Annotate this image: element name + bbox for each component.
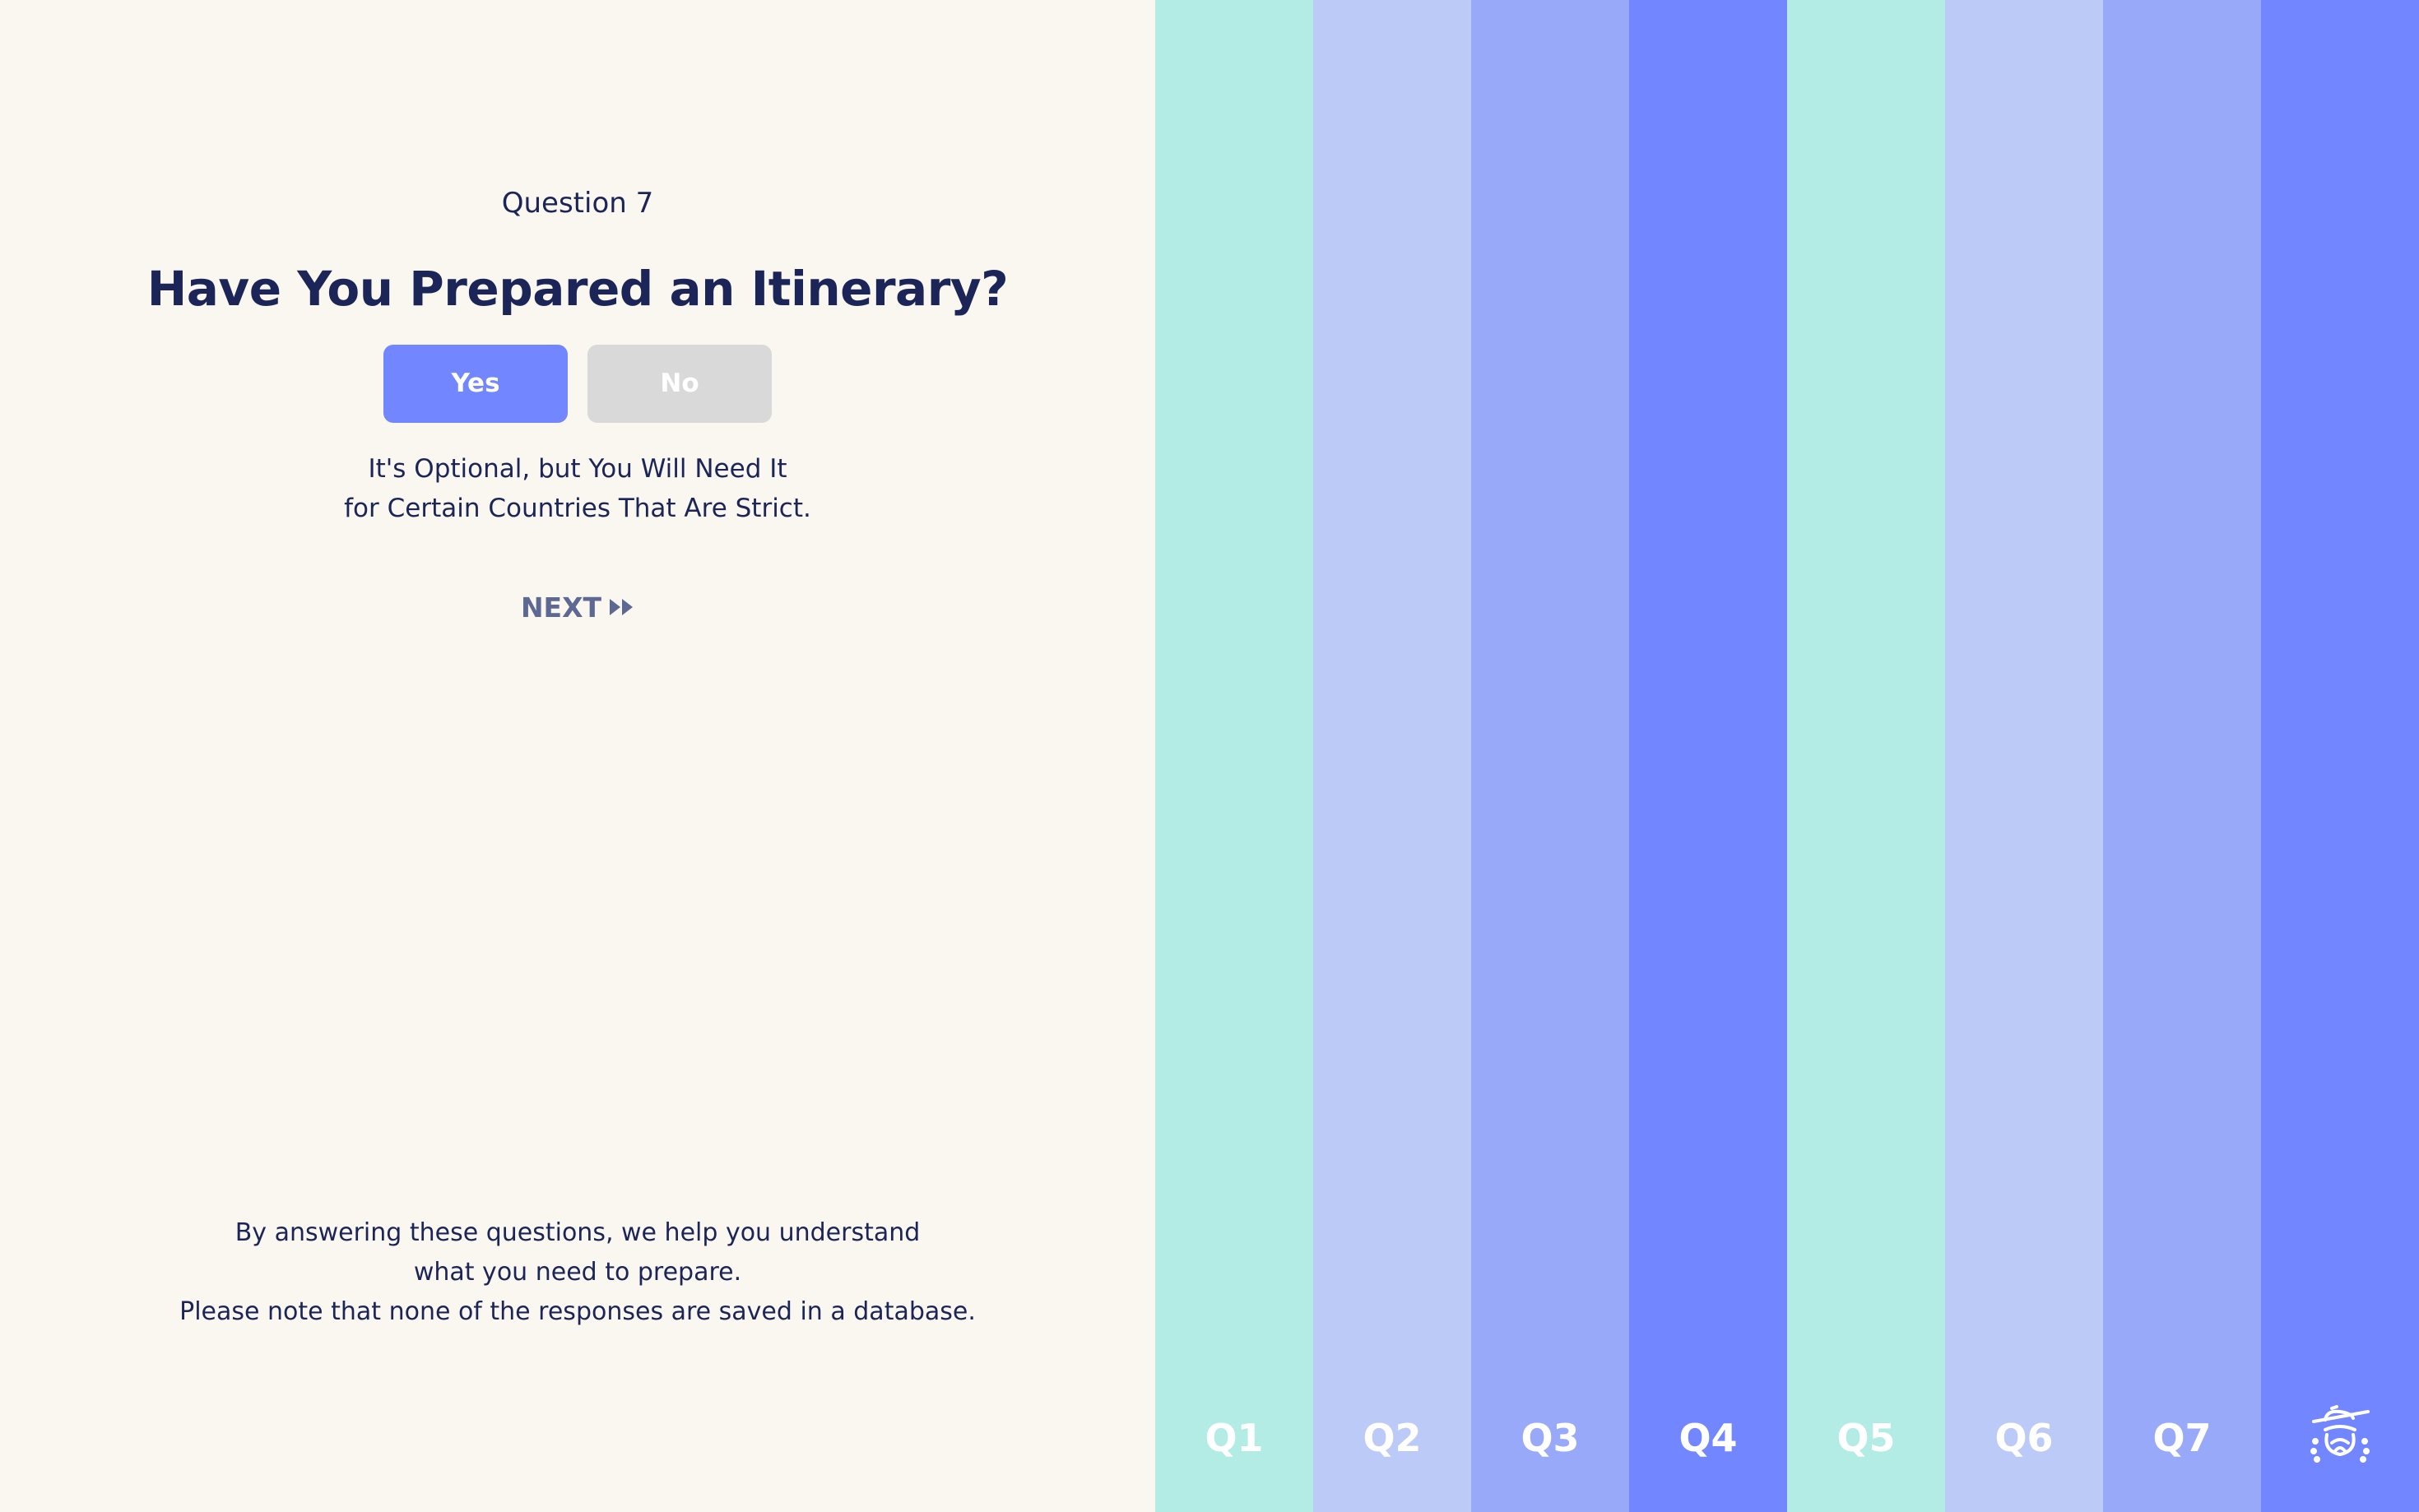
hint-line-2: for Certain Countries That Are Strict. (344, 494, 811, 523)
traveler-logo-icon (2261, 1405, 2419, 1464)
next-button[interactable]: NEXT (0, 588, 1155, 628)
question-hint: It's Optional, but You Will Need It for … (0, 449, 1155, 528)
question-number: Question 7 (501, 187, 654, 220)
privacy-note-line-3: Please note that none of the responses a… (179, 1297, 976, 1326)
fast-forward-icon (610, 588, 634, 628)
privacy-note: By answering these questions, we help yo… (0, 1213, 1155, 1332)
progress-column-q5[interactable]: Q5 (1787, 0, 1945, 1512)
question-panel: Question 7 Have You Prepared an Itinerar… (0, 0, 1155, 1512)
progress-label-q3: Q3 (1521, 1416, 1580, 1460)
no-button[interactable]: No (587, 345, 772, 423)
yes-button[interactable]: Yes (383, 345, 568, 423)
answer-options: Yes No (383, 345, 772, 423)
progress-column-q6[interactable]: Q6 (1945, 0, 2103, 1512)
privacy-note-line-1: By answering these questions, we help yo… (234, 1218, 921, 1247)
progress-label-q2: Q2 (1363, 1416, 1422, 1460)
next-label: NEXT (520, 591, 602, 624)
privacy-note-line-2: what you need to prepare. (413, 1258, 742, 1287)
progress-column-q2[interactable]: Q2 (1313, 0, 1471, 1512)
progress-column-q1[interactable]: Q1 (1155, 0, 1313, 1512)
progress-column-result[interactable] (2261, 0, 2419, 1512)
progress-label-q7: Q7 (2152, 1416, 2212, 1460)
progress-column-q4[interactable]: Q4 (1629, 0, 1787, 1512)
progress-label-q1: Q1 (1205, 1416, 1264, 1460)
progress-label-q5: Q5 (1836, 1416, 1896, 1460)
progress-label-q6: Q6 (1994, 1416, 2054, 1460)
progress-column-q7[interactable]: Q7 (2103, 0, 2261, 1512)
progress-label-q4: Q4 (1678, 1416, 1738, 1460)
question-progress-columns: Q1 Q2 Q3 Q4 Q5 Q6 Q7 (1155, 0, 2419, 1512)
hint-line-1: It's Optional, but You Will Need It (368, 454, 787, 484)
progress-column-q3[interactable]: Q3 (1471, 0, 1629, 1512)
question-title: Have You Prepared an Itinerary? (146, 261, 1009, 317)
